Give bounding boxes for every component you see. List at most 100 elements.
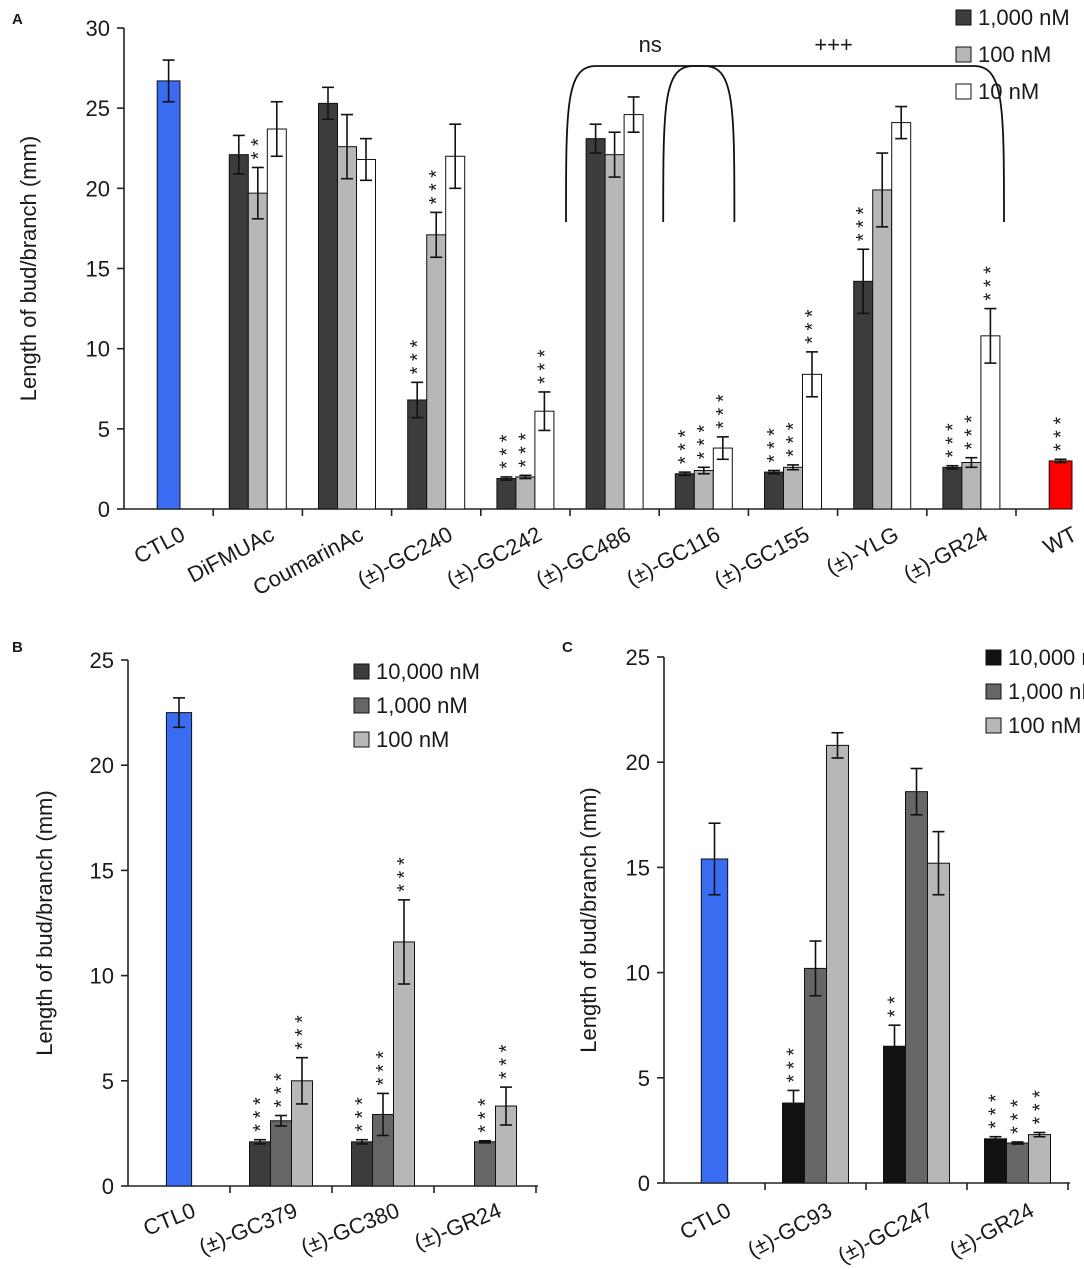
significance-label: * * *: [783, 422, 805, 457]
bar: [783, 466, 803, 510]
significance-label: * * *: [352, 1097, 374, 1132]
significance-label: * * *: [986, 1094, 1008, 1129]
y-tick-label: 30: [86, 16, 110, 41]
y-tick-label: 20: [86, 176, 110, 201]
bar: [249, 1141, 271, 1187]
significance-label: * * *: [694, 425, 716, 460]
bracket-label: ns: [639, 32, 662, 57]
bar: [426, 234, 447, 510]
legend-swatch: [353, 663, 370, 680]
significance-label: * * *: [1051, 417, 1073, 452]
significance-label: * * *: [292, 1015, 314, 1050]
significance-label: * * *: [515, 433, 537, 468]
bar: [804, 967, 827, 1184]
bar: [337, 146, 357, 510]
significance-label: * * *: [496, 1044, 518, 1079]
significance-bracket: [565, 65, 736, 223]
bar: [872, 189, 893, 510]
significance-label: * * *: [713, 394, 735, 429]
bar: [247, 192, 268, 510]
y-tick-label: 15: [90, 858, 114, 883]
x-category-label: (±)-GC379: [195, 1197, 301, 1259]
y-tick-label: 25: [86, 96, 110, 121]
bar: [693, 470, 714, 510]
bar: [853, 280, 874, 510]
y-tick-label: 20: [626, 750, 650, 775]
bar: [496, 478, 517, 510]
bar: [474, 1141, 496, 1187]
x-category-label: (±)-GC380: [297, 1197, 403, 1259]
panel-letter: A: [12, 11, 23, 28]
x-category-label: (±)-GC116: [622, 521, 724, 591]
y-tick-label: 25: [90, 648, 114, 673]
y-tick-label: 20: [90, 753, 114, 778]
y-axis-label: Length of bud/branch (mm): [576, 787, 601, 1052]
legend-swatch: [955, 83, 972, 100]
legend-label: 10 nM: [978, 79, 1039, 104]
bar: [984, 1138, 1007, 1184]
bar: [270, 1120, 292, 1187]
bar: [228, 154, 249, 510]
y-tick-label: 5: [638, 1066, 650, 1091]
y-tick-label: 5: [98, 417, 110, 442]
significance-label: * * *: [961, 415, 983, 450]
legend-label: 10,000 nM: [1008, 645, 1084, 670]
significance-label: * * *: [853, 207, 875, 242]
bar: [905, 791, 928, 1184]
y-tick-label: 0: [102, 1174, 114, 1199]
significance-label: * * *: [675, 429, 697, 464]
y-tick-label: 10: [90, 964, 114, 989]
significance-label: * * *: [475, 1098, 497, 1133]
x-category-label: WT: [1039, 521, 1081, 559]
x-category-label: (±)-GC486: [532, 521, 635, 592]
legend-swatch: [985, 649, 1002, 666]
legend-label: 100 nM: [1008, 713, 1081, 738]
y-tick-label: 0: [638, 1171, 650, 1196]
x-category-label: (±)-GC242: [442, 521, 545, 592]
bracket-label: +++: [814, 32, 853, 57]
y-tick-label: 15: [86, 257, 110, 282]
bar: [700, 858, 729, 1184]
bar: [942, 466, 963, 510]
x-category-label: CTL0: [140, 1197, 199, 1240]
bar: [826, 744, 849, 1184]
panel-letter: B: [12, 639, 23, 656]
legend-label: 1,000 nM: [1008, 679, 1084, 704]
legend-swatch: [955, 46, 972, 63]
significance-label: * * *: [496, 434, 518, 469]
significance-label: * * *: [394, 857, 416, 892]
legend-label: 10,000 nM: [376, 659, 480, 684]
significance-label: * * *: [942, 423, 964, 458]
significance-label: * * *: [802, 309, 824, 344]
legend-label: 100 nM: [978, 42, 1051, 67]
bar: [604, 154, 625, 510]
bar: [961, 462, 982, 510]
significance-label: * *: [884, 996, 906, 1017]
significance-label: * * *: [426, 170, 448, 205]
bar: [927, 862, 950, 1184]
y-tick-label: 0: [98, 497, 110, 522]
significance-label: * * *: [373, 1051, 395, 1086]
significance-label: * * *: [250, 1097, 272, 1132]
significance-bracket: [662, 65, 1005, 223]
y-tick-label: 10: [86, 337, 110, 362]
y-tick-label: 25: [626, 645, 650, 670]
significance-label: * * *: [980, 266, 1002, 301]
x-category-label: (±)-GR24: [899, 521, 992, 586]
bar: [764, 471, 784, 510]
x-category-label: (±)-YLG: [822, 521, 903, 580]
legend-swatch: [985, 683, 1002, 700]
chart-panel-a: A Length of bud/branch (mm) 0 5 10 15 20 25 30 CT…: [12, 5, 1081, 600]
x-category-label: (±)-GC155: [710, 521, 813, 592]
panel-letter: C: [562, 639, 573, 656]
bar: [318, 102, 338, 510]
x-category-label: CTL0: [130, 521, 189, 568]
bar: [356, 158, 376, 510]
x-category-label: (±)-GC93: [743, 1197, 836, 1262]
x-category-label: (±)-GC240: [353, 521, 456, 592]
legend-swatch: [353, 697, 370, 714]
x-category-label: (±)-GC247: [833, 1197, 936, 1268]
chart-panel-b: B Length of bud/branch (mm) 0 5 10 15 20 25 CTL0…: [12, 639, 538, 1260]
legend-label: 100 nM: [376, 727, 449, 752]
legend-label: 1,000 nM: [978, 5, 1070, 30]
